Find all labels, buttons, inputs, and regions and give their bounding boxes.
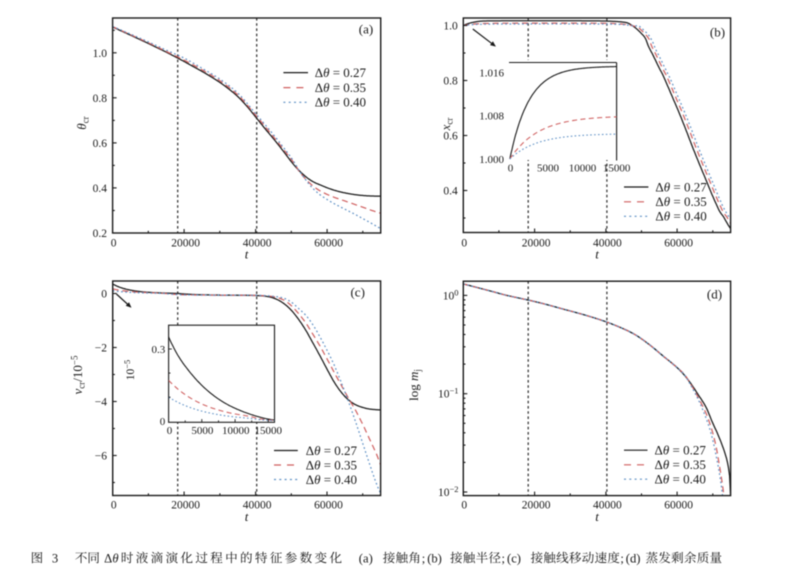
svg-text:θcr: θcr <box>74 116 91 129</box>
svg-text:15000: 15000 <box>603 162 631 174</box>
svg-text:20000: 20000 <box>171 237 200 249</box>
svg-text:60000: 60000 <box>664 237 693 249</box>
svg-text:40000: 40000 <box>593 237 622 249</box>
svg-text:−2: −2 <box>95 343 107 355</box>
svg-text:0.3: 0.3 <box>152 344 166 356</box>
svg-text:Δθ = 0.35: Δθ = 0.35 <box>655 194 706 209</box>
svg-text:20000: 20000 <box>171 500 200 512</box>
svg-text:t: t <box>245 509 249 524</box>
svg-text:40000: 40000 <box>243 500 272 512</box>
svg-text:Δθ = 0.27: Δθ = 0.27 <box>306 443 358 458</box>
svg-text:Δθ = 0.40: Δθ = 0.40 <box>655 472 706 487</box>
svg-text:0.8: 0.8 <box>443 76 458 88</box>
svg-text:10000: 10000 <box>569 162 597 174</box>
svg-text:5000: 5000 <box>191 425 214 437</box>
svg-text:(c): (c) <box>507 551 521 565</box>
svg-text:5000: 5000 <box>537 162 560 174</box>
svg-text:Δθ = 0.40: Δθ = 0.40 <box>655 209 706 224</box>
svg-text:0: 0 <box>101 289 107 301</box>
svg-text:Δθ = 0.27: Δθ = 0.27 <box>655 179 707 194</box>
svg-text:Δθ = 0.27: Δθ = 0.27 <box>315 65 367 80</box>
svg-text:1.008: 1.008 <box>479 111 504 123</box>
svg-text:0.4: 0.4 <box>93 183 108 195</box>
svg-text:Δ: Δ <box>104 551 112 565</box>
svg-text:−4: −4 <box>95 397 107 409</box>
svg-text:40000: 40000 <box>593 500 622 512</box>
svg-text:θ: θ <box>112 551 118 565</box>
svg-text:t: t <box>245 247 249 262</box>
svg-text:15000: 15000 <box>255 425 283 437</box>
svg-text:0.8: 0.8 <box>93 93 108 105</box>
svg-text:40000: 40000 <box>243 237 272 249</box>
svg-text:1.000: 1.000 <box>479 154 504 166</box>
svg-text:0.6: 0.6 <box>443 131 458 143</box>
svg-text:(b): (b) <box>427 551 442 565</box>
svg-text:0: 0 <box>111 500 117 512</box>
svg-text:0: 0 <box>111 237 117 249</box>
svg-text:Δθ = 0.35: Δθ = 0.35 <box>655 457 706 472</box>
svg-text:(d): (d) <box>626 551 641 565</box>
svg-text:(d): (d) <box>707 287 722 302</box>
svg-text:t: t <box>595 247 599 262</box>
svg-text:0: 0 <box>461 237 467 249</box>
svg-text:1.0: 1.0 <box>443 21 458 33</box>
svg-text:;: ; <box>502 551 506 565</box>
svg-text:−6: −6 <box>95 451 107 463</box>
svg-text:(a): (a) <box>359 551 373 565</box>
svg-text:Δθ = 0.40: Δθ = 0.40 <box>306 472 357 487</box>
svg-text:(c): (c) <box>350 284 364 299</box>
svg-text:60000: 60000 <box>314 500 343 512</box>
svg-text:Δθ = 0.35: Δθ = 0.35 <box>306 457 357 472</box>
svg-text:;: ; <box>422 551 426 565</box>
svg-text:0.2: 0.2 <box>93 228 108 240</box>
svg-text:1.016: 1.016 <box>479 68 504 80</box>
svg-text:log mj: log mj <box>406 369 423 401</box>
svg-text:1.0: 1.0 <box>93 48 108 60</box>
svg-text:0: 0 <box>508 162 514 174</box>
svg-text:60000: 60000 <box>664 500 693 512</box>
svg-text:t: t <box>595 509 599 524</box>
svg-text:60000: 60000 <box>314 237 343 249</box>
svg-text:;: ; <box>620 551 624 565</box>
svg-text:0.6: 0.6 <box>93 138 108 150</box>
svg-text:vcr/10−5: vcr/10−5 <box>70 355 87 394</box>
svg-text:Δθ = 0.35: Δθ = 0.35 <box>315 80 366 95</box>
svg-text:0: 0 <box>167 425 173 437</box>
svg-text:Δθ = 0.27: Δθ = 0.27 <box>655 443 707 458</box>
svg-text:xcr: xcr <box>438 118 455 132</box>
svg-text:(a): (a) <box>359 22 373 37</box>
svg-text:0: 0 <box>461 500 467 512</box>
svg-text:10000: 10000 <box>222 425 250 437</box>
svg-text:Δθ = 0.40: Δθ = 0.40 <box>315 95 366 110</box>
svg-text:0.4: 0.4 <box>443 186 458 198</box>
svg-text:3: 3 <box>52 551 58 565</box>
svg-text:20000: 20000 <box>522 237 551 249</box>
svg-text:(b): (b) <box>710 25 725 40</box>
svg-text:20000: 20000 <box>522 500 551 512</box>
svg-text:0: 0 <box>160 416 166 428</box>
